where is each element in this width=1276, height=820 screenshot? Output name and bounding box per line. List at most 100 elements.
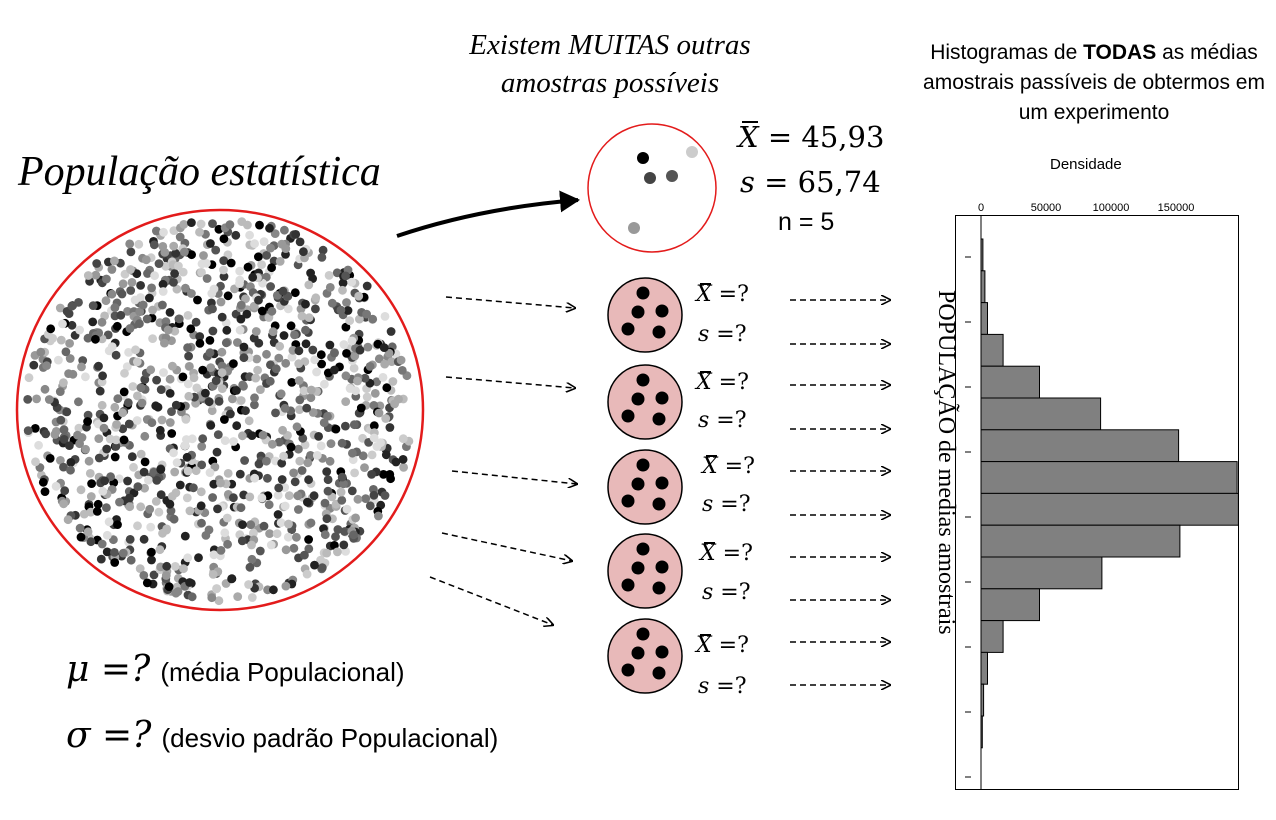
population-dot — [193, 295, 202, 305]
population-dot — [362, 392, 372, 402]
population-dot — [122, 362, 132, 371]
population-dot — [350, 351, 360, 361]
histogram-bar — [980, 715, 983, 749]
population-dot — [179, 220, 189, 229]
population-dot — [102, 274, 111, 284]
population-dot — [125, 502, 135, 512]
population-dot — [178, 267, 188, 277]
population-dot — [220, 436, 230, 445]
population-dot — [281, 545, 291, 555]
population-dot — [336, 305, 346, 315]
population-dot — [342, 349, 351, 358]
population-dot — [154, 507, 164, 517]
sample-dot — [652, 666, 666, 680]
population-dot — [91, 270, 101, 280]
population-dot — [265, 223, 274, 233]
population-dot — [266, 540, 276, 550]
histogram-bar — [980, 302, 988, 335]
population-dot — [112, 321, 122, 331]
population-dot — [110, 256, 119, 266]
population-dot — [208, 219, 217, 228]
population-dot — [250, 400, 259, 410]
population-dot — [204, 397, 214, 407]
population-dot — [56, 335, 66, 345]
population-dot — [138, 300, 148, 310]
population-dot — [182, 452, 192, 462]
population-dot — [112, 420, 121, 429]
population-dot — [157, 415, 167, 425]
sample-s-value: =? — [709, 322, 747, 347]
population-dot — [166, 506, 176, 516]
population-dot — [374, 408, 384, 418]
population-dot — [304, 313, 314, 322]
population-dot — [83, 410, 93, 420]
population-dot — [197, 460, 207, 470]
population-dot — [136, 383, 146, 393]
population-dot — [118, 424, 128, 434]
population-dot — [278, 425, 287, 435]
population-dot — [59, 499, 68, 509]
population-dot — [250, 393, 259, 403]
population-dot — [236, 503, 246, 513]
population-dot — [396, 355, 406, 365]
population-dot — [342, 504, 352, 514]
population-dot — [277, 475, 287, 484]
population-dot — [254, 459, 264, 469]
population-dot — [323, 475, 333, 485]
population-dot — [381, 414, 391, 423]
population-dot — [184, 391, 194, 401]
population-dot — [65, 441, 74, 450]
population-dot — [257, 493, 267, 503]
population-dot — [350, 468, 359, 478]
population-dot — [59, 378, 68, 388]
other-samples-title-line1: Existem MUITAS outras — [469, 29, 751, 61]
population-dot — [309, 491, 319, 501]
histogram-bar — [980, 270, 986, 304]
population-dot — [316, 350, 326, 360]
population-dot — [314, 432, 323, 441]
population-dot — [337, 495, 347, 505]
sample-dot — [621, 578, 635, 592]
population-dot — [149, 240, 159, 250]
population-dot — [290, 288, 300, 298]
population-dot — [107, 265, 117, 274]
sample-xbar: X =? — [696, 370, 749, 395]
population-dot — [66, 465, 75, 475]
population-dot — [152, 375, 162, 385]
population-dot — [254, 295, 263, 305]
population-dot — [227, 574, 237, 584]
population-dot — [195, 332, 205, 341]
population-dot — [369, 421, 379, 431]
population-dot — [369, 401, 379, 410]
population-dot — [237, 217, 247, 226]
population-dot — [30, 424, 40, 433]
population-dot — [152, 476, 162, 485]
population-dot — [326, 439, 336, 448]
population-dot — [223, 469, 233, 478]
population-dot — [275, 257, 285, 266]
population-dot — [235, 275, 245, 285]
population-dot — [311, 293, 321, 303]
population-dot — [133, 482, 143, 491]
population-dot — [144, 475, 153, 485]
population-dot — [267, 263, 276, 273]
population-dot — [244, 580, 254, 589]
population-circle — [15, 208, 425, 612]
population-dot — [171, 400, 181, 410]
other-samples-title: Existem MUITAS outras amostras possíveis — [430, 26, 790, 102]
population-dot — [192, 383, 202, 393]
population-dot — [198, 434, 208, 444]
population-dot — [217, 347, 227, 357]
population-dot — [23, 395, 33, 404]
population-dot — [237, 536, 247, 546]
population-dot — [320, 530, 330, 540]
population-dot — [255, 220, 264, 230]
sample-dot — [655, 560, 669, 574]
population-dot — [259, 521, 269, 531]
dashed-arrow — [441, 532, 572, 561]
population-dot — [185, 506, 195, 516]
population-dot — [340, 527, 349, 536]
histogram-tick-label: 0 — [977, 202, 985, 214]
population-dot — [308, 408, 318, 417]
sample-dot — [628, 222, 640, 234]
